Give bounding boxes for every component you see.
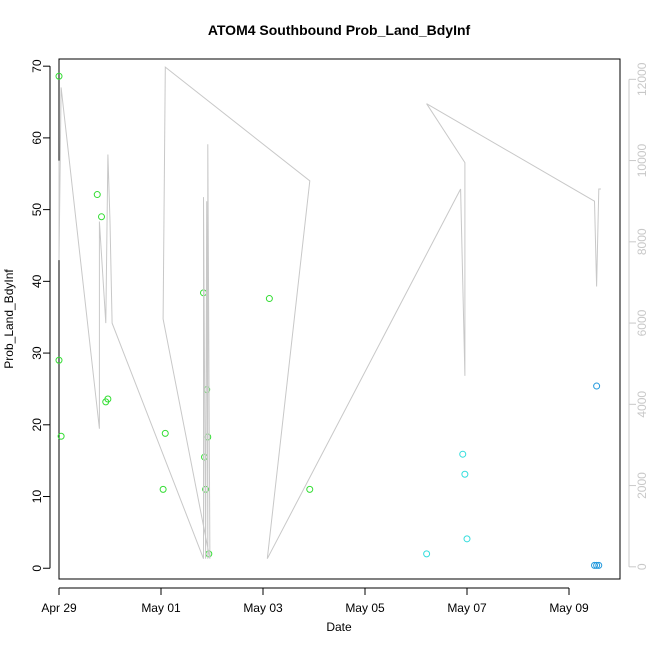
series-1-point-3	[463, 535, 471, 543]
x-axis: Apr 29 May 01 May 03 May 05 May 07 May 09	[41, 587, 589, 615]
series-0-point-3	[93, 191, 101, 199]
y-tick-label-left-1: 10	[30, 490, 44, 504]
x-tick-label-5: May 09	[549, 601, 589, 615]
y-tick-label-left-3: 30	[30, 346, 44, 360]
x-axis-label: Date	[326, 620, 352, 634]
series-2-point-3	[595, 561, 603, 569]
series-0-point-4	[98, 213, 105, 221]
y-tick-label-right-4: 8000	[635, 228, 649, 255]
series-0-point-2	[57, 432, 65, 440]
y-tick-label-right-1: 2000	[635, 472, 649, 499]
x-tick-label-0: Apr 29	[41, 601, 77, 615]
series-2-point-1	[591, 561, 598, 569]
y-tick-label-left-6: 60	[30, 131, 44, 145]
series-1-point-1	[459, 450, 467, 458]
y-tick-label-right-0: 0	[635, 563, 649, 570]
series-layer	[55, 66, 603, 569]
y-axis-left: 0 10 20 30 40 50 60 70	[30, 59, 51, 572]
plot-frame	[58, 58, 621, 580]
x-tick-label-1: May 01	[141, 601, 181, 615]
series-0-point-7	[159, 485, 167, 493]
series-0-point-1	[55, 356, 63, 364]
y-tick-label-right-3: 6000	[635, 309, 649, 336]
series-3-line	[58, 66, 601, 559]
series-0-point-8	[161, 429, 169, 437]
y-tick-label-right-5: 10000	[635, 144, 649, 178]
series-1-point-0	[423, 550, 431, 558]
series-2-point-0	[593, 382, 601, 390]
x-tick-label-4: May 07	[447, 601, 487, 615]
y-tick-label-left-4: 40	[30, 274, 44, 288]
series-0-point-0	[55, 72, 63, 80]
y-tick-label-right-6: 12000	[635, 62, 649, 96]
series-2-point-2	[593, 561, 601, 569]
y-tick-label-left-5: 50	[30, 203, 44, 217]
y-tick-label-left-2: 20	[30, 418, 44, 432]
x-tick-label-2: May 03	[243, 601, 283, 615]
series-0-point-16	[306, 485, 314, 493]
series-0-point-6	[104, 395, 112, 403]
y-axis-label: Prob_Land_BdyInf	[2, 269, 16, 369]
y-tick-label-left-7: 70	[30, 59, 44, 73]
series-0-point-15	[265, 295, 273, 303]
y-tick-label-right-2: 4000	[635, 391, 649, 418]
y-axis-right: 0 2000 4000 6000 8000 10000 12000	[628, 62, 649, 570]
x-tick-label-3: May 05	[345, 601, 385, 615]
series-1-point-2	[461, 470, 469, 478]
chart-title: ATOM4 Southbound Prob_Land_BdyInf	[208, 22, 471, 38]
y-tick-label-left-0: 0	[30, 565, 44, 572]
